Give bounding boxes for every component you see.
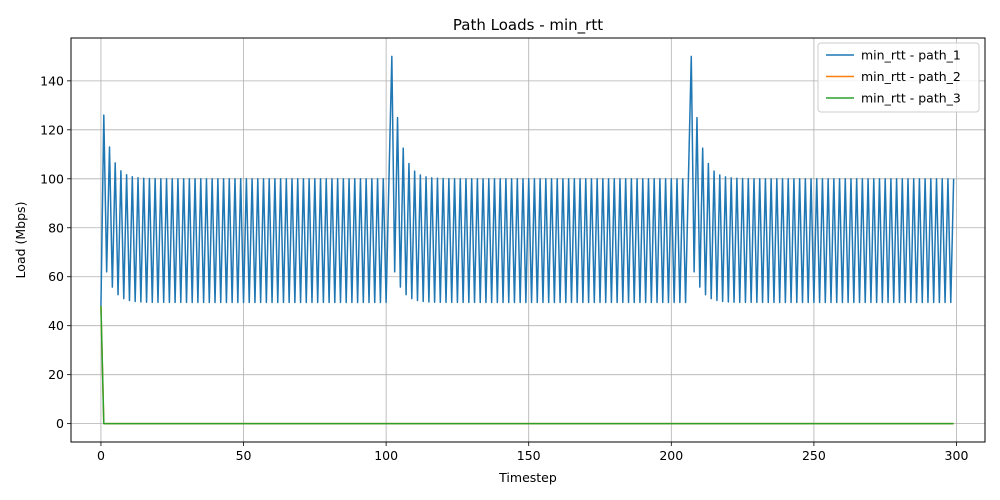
y-tick-label: 0: [56, 416, 64, 431]
y-tick-label: 40: [48, 318, 64, 333]
y-axis-label: Load (Mbps): [13, 202, 28, 279]
plot-lines: [100, 55, 955, 425]
legend-label: min_rtt - path_3: [861, 91, 961, 106]
x-tick-label: 0: [97, 448, 105, 463]
x-tick-label: 50: [236, 448, 252, 463]
x-axis: 0 50 100 150 200 250 300: [97, 442, 968, 463]
x-tick-label: 100: [374, 448, 398, 463]
legend-label: min_rtt - path_1: [861, 48, 961, 63]
y-tick-label: 20: [48, 367, 64, 382]
x-tick-label: 300: [945, 448, 969, 463]
y-axis: 0 20 40 60 80 100 120 140: [40, 73, 71, 431]
legend-label: min_rtt - path_2: [861, 69, 961, 84]
x-tick-label: 200: [659, 448, 683, 463]
y-tick-label: 120: [40, 122, 64, 137]
x-tick-label: 250: [802, 448, 826, 463]
plot-frame: [70, 37, 986, 443]
x-axis-label: Timestep: [498, 470, 557, 485]
legend-box: [817, 42, 980, 113]
legend: min_rtt - path_1 min_rtt - path_2 min_rtt …: [817, 42, 980, 113]
series-line-3: [100, 306, 954, 425]
y-tick-label: 60: [48, 269, 64, 284]
x-tick-label: 150: [517, 448, 541, 463]
chart-title: Path Loads - min_rtt: [453, 16, 603, 35]
y-tick-label: 140: [40, 73, 64, 88]
y-tick-label: 80: [48, 220, 64, 235]
series-line-1: [100, 55, 955, 307]
y-tick-label: 100: [40, 171, 64, 186]
